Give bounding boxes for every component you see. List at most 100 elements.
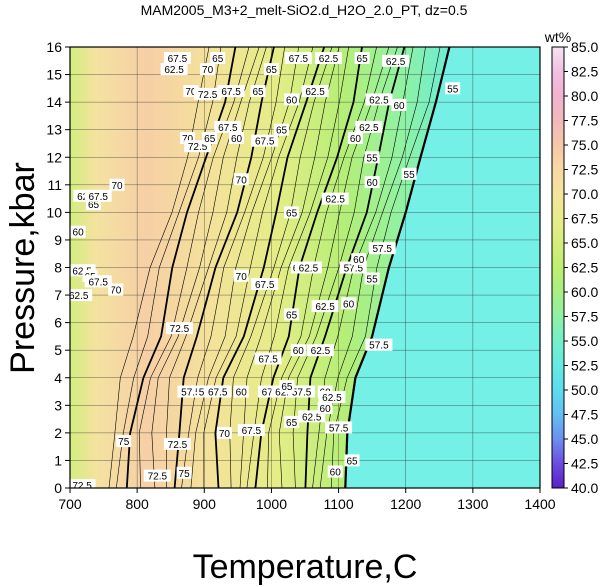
contour-label-box: [445, 82, 461, 95]
contour-label-box: [210, 52, 226, 64]
contour-label-text: 62.5: [299, 264, 319, 275]
contour-label-text: 70: [219, 429, 231, 440]
contour-label-box: [364, 176, 380, 189]
contour-label: 60: [229, 132, 244, 145]
contour-label-box: [355, 120, 383, 133]
colorbar-title: wt%: [544, 29, 571, 45]
contour-label: 60: [290, 344, 306, 357]
contour-label-box: [294, 261, 322, 274]
contour-label-box: [216, 426, 232, 439]
contour-label-box: [251, 278, 279, 290]
contour-label-box: [84, 189, 112, 202]
contour-label-box: [288, 385, 316, 398]
contour-label-box: [315, 52, 342, 64]
contour-label-text: 67.5: [88, 277, 108, 288]
contour-label: 65: [202, 132, 218, 145]
colorbar-tick-label: 55.0: [571, 333, 598, 349]
x-tick-label: 1200: [390, 496, 421, 512]
colorbar-tick-label: 65.0: [571, 235, 598, 251]
contour-label-text: 67.5: [168, 54, 188, 65]
colorbar: 40.0 42.5 45.0 47.5 50.0 52.5 55.0 57.5 60.0 62.5…: [544, 29, 599, 496]
contour-label-text: 67.5: [289, 54, 309, 65]
contour-label-text: 67.5: [208, 388, 228, 399]
colorbar-tick-label: 52.5: [571, 358, 598, 374]
contour-label: 70: [233, 173, 249, 186]
contour-label-text: 62.5: [164, 65, 184, 76]
y-tick-label: 0: [54, 480, 62, 496]
contour-label-box: [318, 391, 346, 403]
contour-label: 65: [344, 454, 360, 467]
y-tick-label: 7: [54, 287, 62, 303]
contour-label: 62.5: [294, 261, 322, 275]
contour-label: 57.5: [288, 385, 316, 399]
contour-label: 62.5: [321, 192, 349, 206]
y-tick-label: 1: [54, 452, 62, 468]
contour-label-box: [214, 120, 242, 133]
contour-label-text: 67.5: [255, 280, 275, 291]
contour-label: 65: [284, 308, 300, 321]
contour-label-box: [237, 424, 265, 437]
contour-label-text: 70: [236, 175, 248, 186]
colorbar-tick-label: 85.0: [571, 39, 598, 55]
colorbar-tick-label: 60.0: [571, 284, 598, 300]
contour-label-text: 70: [185, 87, 197, 98]
contour-label-box: [116, 435, 132, 448]
contour-label: 57.5: [325, 421, 353, 434]
contour-label-box: [321, 192, 349, 205]
contour-label: 67.5: [251, 278, 279, 291]
contour-label-box: [284, 93, 300, 106]
contour-label: 62.5: [311, 300, 339, 313]
y-tick-label: 6: [54, 315, 62, 331]
contour-label: 70: [233, 269, 249, 283]
contour-label-text: 60: [286, 95, 298, 106]
contour-label: 57.5: [368, 242, 396, 255]
contour-label-text: 70: [110, 286, 122, 297]
colorbar-tick-label: 80.0: [571, 88, 598, 104]
contour-label: 72.5: [163, 437, 191, 451]
contour-label-box: [254, 352, 282, 365]
y-tick-label: 5: [54, 342, 62, 358]
contour-label-text: 60: [73, 228, 85, 239]
contour-label-text: 57.5: [344, 264, 364, 275]
contour-label-box: [160, 63, 188, 76]
contour-label: 65: [274, 123, 289, 137]
y-tick-label: 10: [46, 204, 62, 220]
contour-label-box: [290, 344, 306, 357]
contour-label-box: [325, 421, 353, 434]
colorbar-tick-label: 72.5: [571, 162, 598, 178]
contour-label-text: 72.5: [168, 440, 188, 451]
contour-label-text: 60: [350, 134, 362, 145]
contour-label-text: 65: [266, 65, 278, 76]
colorbar-ticks: 40.0 42.5 45.0 47.5 50.0 52.5 55.0 57.5 60.0 62.5…: [564, 39, 598, 496]
y-tick-label: 11: [47, 177, 62, 193]
contour-label-text: 62.5: [386, 57, 406, 68]
contour-label-box: [263, 63, 279, 76]
contour-label-box: [194, 87, 222, 100]
contour-label-box: [176, 466, 192, 479]
x-tick-label: 1100: [324, 496, 354, 512]
contour-label-text: 72.5: [148, 472, 168, 483]
contour-label-box: [317, 402, 333, 415]
contour-label: 62.5: [365, 93, 393, 106]
contour-label: 62.5: [301, 85, 329, 98]
contour-label-text: 62.5: [305, 87, 325, 98]
contour-label-text: 70: [111, 181, 123, 192]
contour-label-text: 75: [179, 469, 191, 480]
contour-label-box: [284, 52, 312, 64]
contour-label-box: [202, 132, 218, 144]
contour-label: 65: [354, 52, 370, 65]
contour-label-box: [306, 344, 334, 357]
contour-label-box: [233, 173, 249, 186]
y-tick-label: 3: [54, 397, 62, 413]
contour-label: 65: [263, 63, 279, 76]
contour-label-box: [401, 167, 417, 180]
contour-label-text: 65: [276, 126, 288, 137]
colorbar-tick-label: 57.5: [571, 309, 598, 325]
colorbar-swatch: [551, 46, 565, 489]
contour-label: 62.5: [160, 63, 188, 76]
gridlines: [70, 47, 540, 488]
contour-label: 67.5: [84, 275, 112, 288]
contour-label-box: [250, 85, 266, 98]
y-tick-label: 12: [46, 149, 62, 165]
contour-label: 70: [200, 63, 216, 76]
